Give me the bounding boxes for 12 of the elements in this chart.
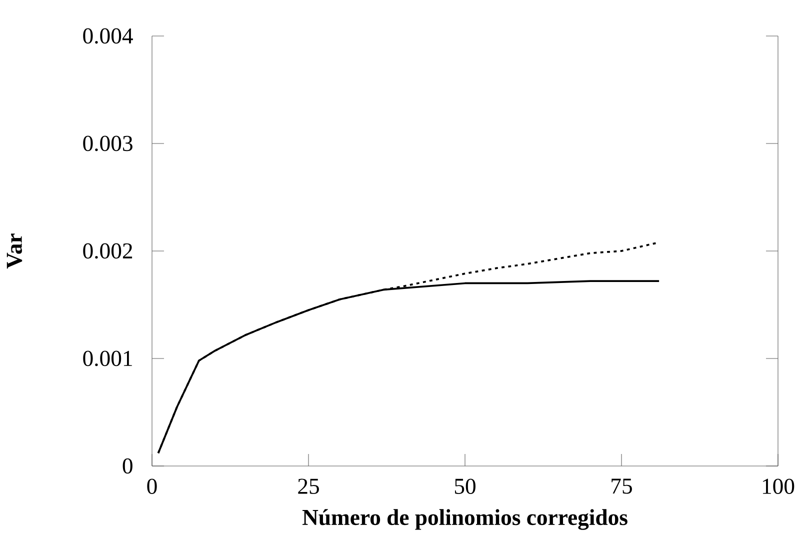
x-tick-label: 25: [298, 478, 319, 494]
x-tick-label: 100: [762, 478, 794, 494]
x-axis-title: Número de polinomios corregidos: [302, 509, 628, 530]
x-tick-label: 0: [147, 478, 157, 494]
y-tick-label: 0.001: [83, 350, 132, 366]
y-tick-label: 0.003: [83, 136, 132, 152]
y-tick-label: 0: [122, 458, 132, 474]
x-tick-label: 75: [612, 478, 632, 494]
y-tick-label: 0.004: [83, 28, 133, 44]
y-axis-title: Var: [6, 234, 22, 269]
y-tick-label: 0.002: [83, 243, 132, 259]
x-tick-label: 50: [454, 478, 476, 494]
